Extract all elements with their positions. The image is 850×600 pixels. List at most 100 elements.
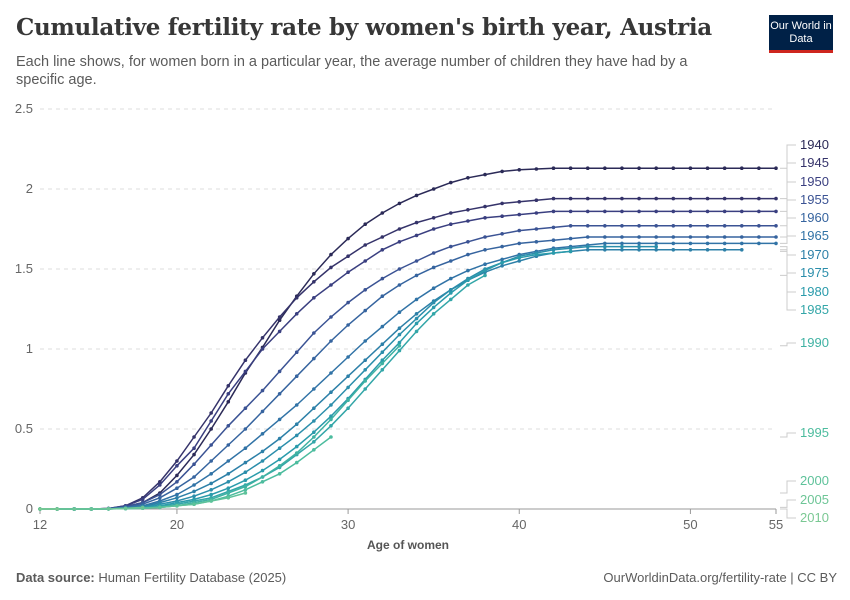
data-point xyxy=(380,324,385,329)
data-point xyxy=(448,297,453,302)
data-point xyxy=(329,435,333,439)
data-point xyxy=(89,507,94,511)
data-point xyxy=(209,472,213,476)
data-point xyxy=(414,297,419,302)
data-point xyxy=(209,427,213,431)
data-point xyxy=(620,248,624,252)
series-line xyxy=(40,225,776,510)
label-connector xyxy=(780,480,796,494)
data-point xyxy=(363,222,368,226)
data-point xyxy=(585,248,590,252)
series-label: 1980 xyxy=(800,284,829,299)
data-point xyxy=(209,459,213,463)
data-point xyxy=(671,248,676,252)
y-tick-label: 1.5 xyxy=(15,261,33,276)
data-point xyxy=(722,248,727,252)
data-point xyxy=(722,241,727,246)
data-point xyxy=(603,224,607,228)
data-point xyxy=(414,316,419,321)
data-point xyxy=(226,400,231,404)
data-point xyxy=(277,472,282,476)
data-point xyxy=(294,350,299,355)
data-point xyxy=(739,209,744,214)
data-point xyxy=(466,219,470,223)
logo-text: Our World in Data xyxy=(770,20,832,45)
data-point xyxy=(277,436,282,441)
data-point xyxy=(483,248,487,252)
owid-logo[interactable]: Our World in Data xyxy=(769,15,833,53)
data-point xyxy=(517,200,522,204)
data-point xyxy=(175,496,179,500)
label-connector xyxy=(780,499,796,508)
data-point xyxy=(380,211,385,215)
series-label: 1990 xyxy=(800,335,829,350)
footer-link[interactable]: OurWorldinData.org/fertility-rate | CC B… xyxy=(603,570,837,585)
data-point xyxy=(363,358,368,363)
data-point xyxy=(380,235,385,239)
y-tick-label: 1 xyxy=(26,341,33,356)
data-point xyxy=(517,212,522,217)
data-point xyxy=(568,196,573,201)
data-point xyxy=(637,166,641,170)
data-point xyxy=(243,369,248,374)
data-point xyxy=(329,283,333,287)
data-point xyxy=(551,166,556,170)
data-point xyxy=(688,209,693,214)
data-point xyxy=(397,283,402,287)
data-point xyxy=(277,464,282,468)
data-point xyxy=(517,228,522,233)
data-point xyxy=(329,390,333,395)
data-point xyxy=(654,241,658,246)
data-point xyxy=(637,224,641,228)
data-point xyxy=(654,196,658,201)
data-point xyxy=(277,318,282,323)
data-point xyxy=(329,414,333,419)
data-point xyxy=(277,315,282,319)
label-connector xyxy=(780,199,796,227)
source-name[interactable]: Human Fertility Database (2025) xyxy=(98,570,287,585)
data-point xyxy=(500,232,504,236)
data-point xyxy=(329,417,333,422)
data-point xyxy=(603,244,607,249)
data-point xyxy=(603,235,607,239)
data-point xyxy=(397,310,402,315)
data-point xyxy=(431,305,436,310)
data-point xyxy=(226,480,231,484)
data-point xyxy=(294,296,299,300)
data-point xyxy=(363,259,368,263)
data-point xyxy=(226,491,231,495)
data-point xyxy=(620,196,624,201)
x-tick-label: 40 xyxy=(512,517,526,532)
data-point xyxy=(209,492,213,497)
data-point xyxy=(431,300,436,305)
data-point xyxy=(397,227,402,231)
data-point xyxy=(620,241,624,246)
data-point xyxy=(483,268,487,273)
data-point xyxy=(312,448,316,452)
data-point xyxy=(757,196,761,201)
data-point xyxy=(757,235,761,239)
data-point xyxy=(483,262,487,267)
data-point xyxy=(722,166,727,170)
data-point xyxy=(431,227,436,231)
data-point xyxy=(757,166,761,170)
data-point xyxy=(209,481,213,486)
data-point xyxy=(140,505,145,510)
data-point xyxy=(688,235,693,239)
data-point xyxy=(380,342,385,347)
data-point xyxy=(260,475,265,479)
series-1965: 1965 xyxy=(38,228,829,511)
data-point xyxy=(414,273,419,278)
data-point xyxy=(466,208,470,212)
data-point xyxy=(226,459,231,463)
data-point xyxy=(380,248,385,252)
data-point xyxy=(500,169,504,174)
data-point xyxy=(192,462,196,467)
x-axis-label: Age of women xyxy=(367,538,449,552)
data-point xyxy=(346,300,350,305)
data-point xyxy=(448,276,453,281)
data-point xyxy=(277,392,282,396)
data-point xyxy=(226,384,231,388)
data-point xyxy=(346,355,350,359)
data-point xyxy=(739,196,744,201)
